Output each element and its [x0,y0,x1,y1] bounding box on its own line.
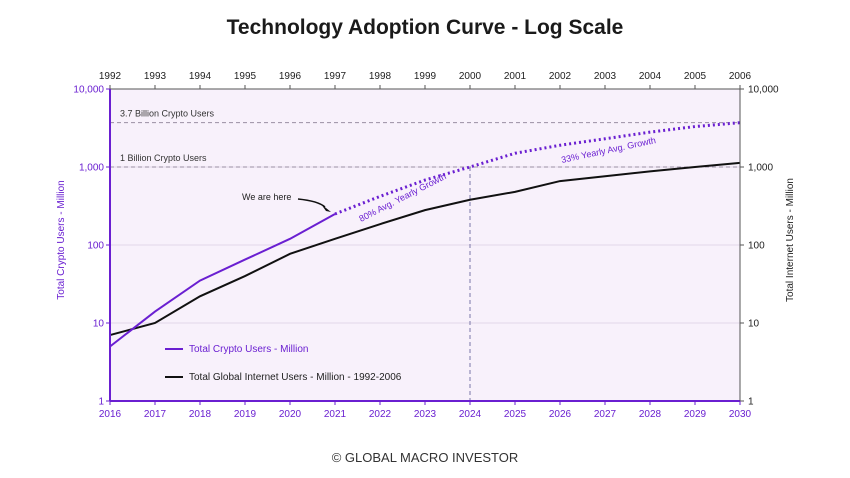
y-tick-label-right: 10 [748,319,760,330]
x-tick-label-top: 2004 [639,71,662,82]
x-tick-label-bottom: 2028 [639,409,662,420]
x-tick-label-bottom: 2020 [279,409,302,420]
y-tick-label-left: 1,000 [79,163,104,174]
x-tick-label-top: 1999 [414,71,437,82]
we-are-here-arrowhead [321,203,331,212]
x-tick-label-bottom: 2023 [414,409,437,420]
x-tick-label-top: 2006 [729,71,752,82]
y-tick-label-left: 10,000 [73,85,104,96]
x-tick-label-top: 1997 [324,71,347,82]
x-tick-label-top: 2003 [594,71,617,82]
x-tick-label-top: 1993 [144,71,167,82]
y-tick-label-left: 10 [93,319,105,330]
y-tick-label-left: 1 [98,397,104,408]
legend-label-crypto: Total Crypto Users - Million [189,344,308,355]
x-tick-label-bottom: 2022 [369,409,392,420]
y-tick-label-right: 1,000 [748,163,773,174]
x-tick-label-top: 1994 [189,71,212,82]
x-tick-label-bottom: 2027 [594,409,617,420]
x-tick-label-top: 1996 [279,71,302,82]
x-tick-label-bottom: 2024 [459,409,482,420]
x-tick-label-bottom: 2019 [234,409,257,420]
x-tick-label-top: 1995 [234,71,257,82]
copyright-footer: © GLOBAL MACRO INVESTOR [331,450,519,465]
x-tick-label-top: 1992 [99,71,122,82]
crypto-users-actual-line [109,213,336,348]
x-tick-label-bottom: 2016 [99,409,122,420]
chart-title: Technology Adoption Curve - Log Scale [226,16,624,39]
x-tick-label-top: 1998 [369,71,392,82]
x-tick-label-bottom: 2026 [549,409,572,420]
we-are-here-arrow [297,198,326,208]
x-tick-label-bottom: 2025 [504,409,527,420]
reference-line-label: 1 Billion Crypto Users [120,153,207,163]
x-tick-label-bottom: 2029 [684,409,707,420]
y-tick-label-right: 100 [748,241,765,252]
internet-users-line [109,161,741,337]
reference-line-label: 3.7 Billion Crypto Users [120,109,215,119]
x-tick-label-top: 2000 [459,71,482,82]
x-tick-label-top: 2001 [504,71,527,82]
y-axis-title-left: Total Crypto Users - Million [56,180,67,299]
y-tick-label-right: 1 [748,397,754,408]
y-axis-title-right: Total Internet Users - Million [785,178,796,302]
x-tick-label-bottom: 2018 [189,409,212,420]
legend-label-internet: Total Global Internet Users - Million - … [189,372,402,383]
x-tick-label-bottom: 2030 [729,409,752,420]
y-tick-label-right: 10,000 [748,85,779,96]
we-are-here-label: We are here [242,192,291,202]
x-tick-label-top: 2005 [684,71,707,82]
x-tick-label-bottom: 2017 [144,409,167,420]
x-tick-label-top: 2002 [549,71,572,82]
x-tick-label-bottom: 2021 [324,409,347,420]
y-tick-label-left: 100 [87,241,104,252]
